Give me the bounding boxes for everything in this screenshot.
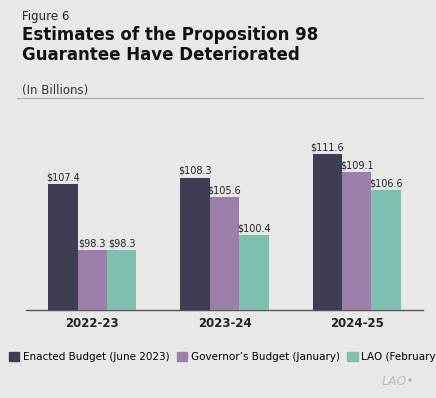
Legend: Enacted Budget (June 2023), Governor’s Budget (January), LAO (February): Enacted Budget (June 2023), Governor’s B…: [9, 352, 436, 362]
Text: $100.4: $100.4: [237, 223, 271, 233]
Bar: [313, 154, 342, 398]
Text: $98.3: $98.3: [78, 238, 106, 248]
Text: Figure 6: Figure 6: [22, 10, 69, 23]
Text: $106.6: $106.6: [369, 178, 403, 188]
Bar: [107, 250, 136, 398]
Text: $109.1: $109.1: [340, 160, 374, 170]
Bar: [342, 172, 371, 398]
Bar: [78, 250, 107, 398]
Text: $111.6: $111.6: [310, 142, 344, 152]
Text: $108.3: $108.3: [178, 166, 212, 176]
Bar: [239, 235, 269, 398]
Bar: [210, 197, 239, 398]
Text: LAO•: LAO•: [382, 375, 414, 388]
Text: $105.6: $105.6: [208, 185, 242, 195]
Text: $98.3: $98.3: [108, 238, 136, 248]
Text: $107.4: $107.4: [46, 172, 80, 183]
Bar: [181, 178, 210, 398]
Text: (In Billions): (In Billions): [22, 84, 88, 97]
Bar: [48, 184, 78, 398]
Text: Estimates of the Proposition 98
Guarantee Have Deteriorated: Estimates of the Proposition 98 Guarante…: [22, 26, 318, 64]
Bar: [371, 190, 401, 398]
